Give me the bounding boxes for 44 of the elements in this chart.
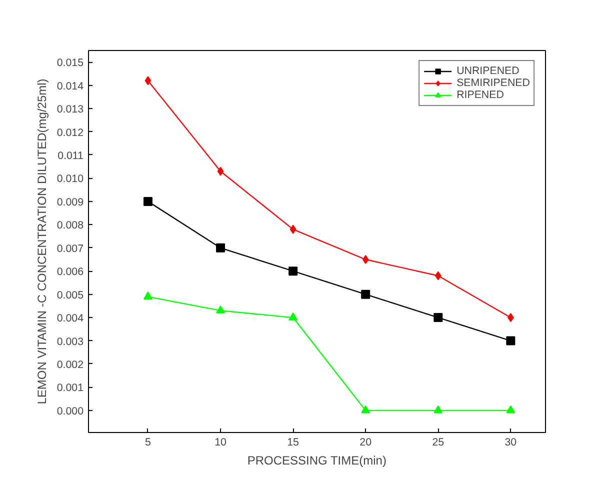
point [288,266,298,276]
point [144,76,152,86]
y-tick-label: 0.015 [56,57,84,70]
point [290,224,296,234]
x-tick-label: 10 [214,436,227,448]
point [362,254,369,264]
y-tick-label: 0.014 [56,80,84,92]
y-tick-label: 0.012 [56,126,84,139]
point [434,313,443,322]
y-tick-label: 0.008 [56,220,84,232]
point [361,290,370,299]
x-tick-label: 15 [287,436,300,448]
point [216,243,226,252]
point [143,292,152,300]
x-tick-label: 30 [504,436,517,448]
y-tick-label: 0.005 [56,289,84,302]
legend-label: SEMIRIPENED [456,77,530,89]
point [506,405,516,414]
y-axis-title: LEMON VITAMIN -C CONCENTRATION DILUTED(mg/25ml) [34,78,49,404]
y-tick-label: 0.003 [56,336,84,348]
y-tick-label: 0.010 [56,173,84,186]
y-tick-label: 0.000 [56,405,84,418]
legend-label: UNRIPENED [456,65,520,77]
point [288,312,298,320]
legend-label: RIPENED [456,89,504,101]
x-axis-title: PROCESSING TIME(min) [247,454,386,468]
y-tick-label: 0.006 [56,266,84,278]
point [434,271,442,280]
x-tick-label: 25 [432,436,444,448]
x-tick-label: 20 [360,436,372,448]
point [506,336,516,346]
y-tick-label: 0.007 [56,242,84,255]
y-tick-label: 0.013 [56,104,84,116]
point [143,196,152,206]
y-tick-label: 0.009 [56,196,84,208]
point [217,166,224,176]
point [216,305,226,314]
y-tick-label: 0.002 [56,358,84,371]
point [361,405,370,414]
y-tick-label: 0.011 [58,150,84,162]
x-tick-label: 5 [145,436,152,448]
y-tick-label: 0.001 [56,382,84,394]
y-tick-label: 0.004 [56,312,84,325]
point [434,405,443,414]
